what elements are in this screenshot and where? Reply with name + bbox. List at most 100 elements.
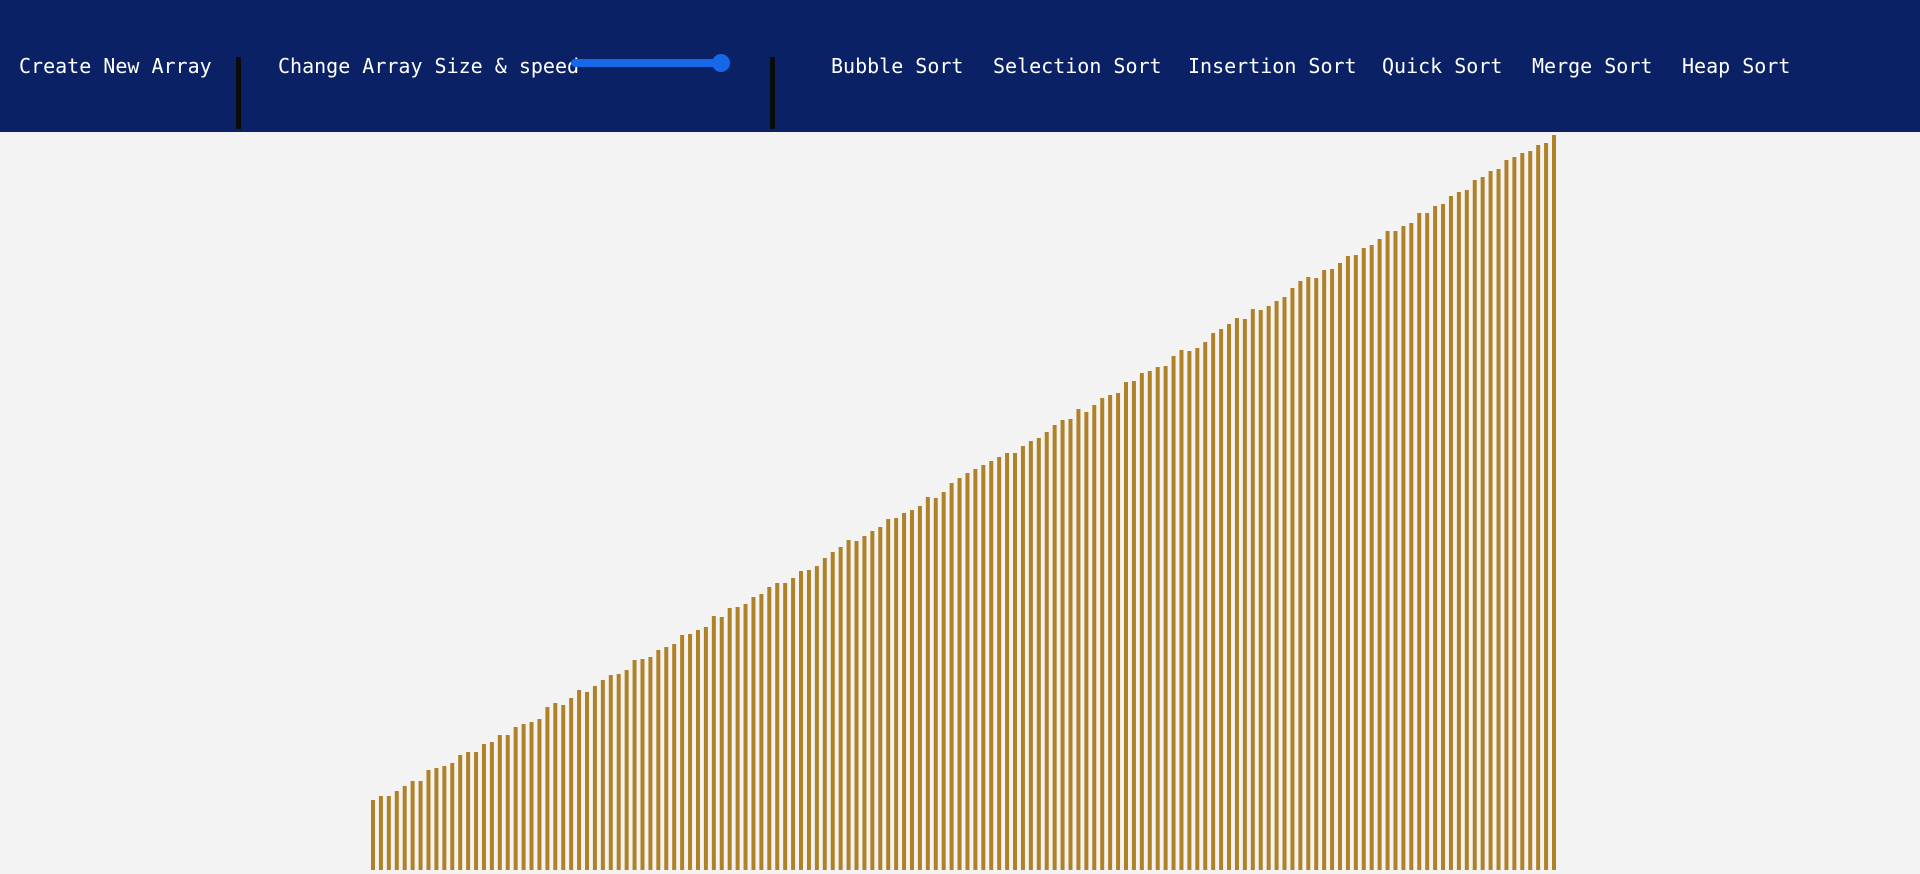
array-bar: [695, 630, 700, 870]
array-bar: [600, 680, 605, 870]
array-bar: [703, 627, 708, 870]
array-bar: [925, 497, 930, 870]
array-bar: [759, 594, 764, 870]
array-bar: [1496, 169, 1501, 870]
array-bar: [1480, 177, 1485, 870]
array-bar: [1433, 206, 1438, 870]
array-bar: [1211, 333, 1216, 870]
array-bar: [489, 742, 494, 870]
array-bar: [965, 473, 970, 870]
array-bar: [426, 770, 431, 870]
navbar-divider-left: [236, 57, 241, 129]
array-bar: [378, 796, 383, 870]
array-bar: [474, 752, 479, 870]
array-bar: [1361, 248, 1366, 870]
array-bar: [402, 786, 407, 870]
array-bar: [418, 781, 423, 870]
array-bar: [814, 566, 819, 870]
array-bar: [1116, 393, 1121, 870]
array-bar: [1108, 395, 1113, 870]
array-bar: [862, 536, 867, 870]
heap-sort-button[interactable]: Heap Sort: [1682, 54, 1791, 78]
create-new-array-button[interactable]: Create New Array: [19, 54, 212, 78]
array-bar: [1052, 425, 1057, 870]
array-bar: [902, 513, 907, 870]
array-bar: [688, 634, 693, 870]
array-bar: [664, 647, 669, 870]
array-bar: [1282, 297, 1287, 870]
array-bar: [1219, 329, 1224, 870]
array-bar: [386, 796, 391, 870]
array-bar: [624, 670, 629, 870]
array-bar: [434, 768, 439, 870]
array-bar: [505, 735, 510, 870]
array-bar: [751, 597, 756, 870]
array-bar: [1337, 263, 1342, 870]
array-bar: [1456, 192, 1461, 870]
array-bar: [1060, 420, 1065, 870]
array-bar: [1425, 213, 1430, 870]
array-bar: [1044, 432, 1049, 870]
array-bar: [775, 583, 780, 870]
array-bar: [680, 635, 685, 870]
array-bar: [894, 518, 899, 870]
array-bar: [497, 735, 502, 870]
array-bar: [806, 570, 811, 870]
array-bar: [1179, 350, 1184, 870]
array-size-speed-label: Change Array Size & speed: [278, 54, 580, 78]
array-bar: [711, 616, 716, 870]
array-bar: [513, 727, 518, 870]
array-bar: [1441, 204, 1446, 870]
array-bar: [870, 531, 875, 870]
merge-sort-button[interactable]: Merge Sort: [1532, 54, 1653, 78]
array-bar: [1306, 277, 1311, 870]
array-bar: [656, 650, 661, 870]
array-bar: [1068, 419, 1073, 870]
slider-track[interactable]: [571, 59, 723, 67]
array-bar: [743, 604, 748, 870]
array-bar: [949, 483, 954, 870]
array-bar: [1139, 373, 1144, 870]
array-bar: [989, 461, 994, 870]
array-bar: [1409, 223, 1414, 870]
array-bar: [909, 510, 914, 870]
quick-sort-button[interactable]: Quick Sort: [1382, 54, 1503, 78]
array-bar: [830, 552, 835, 870]
array-bar: [973, 469, 978, 870]
array-bar: [1242, 319, 1247, 870]
array-bar: [1274, 301, 1279, 870]
array-bar: [1401, 226, 1406, 870]
slider-thumb[interactable]: [712, 54, 731, 72]
bubble-sort-button[interactable]: Bubble Sort: [831, 54, 964, 78]
array-bar: [1171, 356, 1176, 870]
array-bar: [616, 674, 621, 870]
array-bar: [1314, 278, 1319, 870]
array-bar: [957, 478, 962, 870]
array-bar: [799, 571, 804, 870]
array-bar: [941, 492, 946, 870]
array-bar: [791, 578, 796, 870]
array-bar: [410, 781, 415, 870]
array-bar: [458, 755, 463, 870]
array-bar: [933, 498, 938, 870]
selection-sort-button[interactable]: Selection Sort: [993, 54, 1162, 78]
array-bar: [838, 547, 843, 870]
array-bar: [1393, 231, 1398, 870]
array-bar: [561, 705, 566, 870]
array-bar: [1266, 306, 1271, 870]
array-bar: [450, 763, 455, 870]
array-bar: [1100, 398, 1105, 870]
array-bar: [1227, 324, 1232, 870]
array-bar: [1013, 453, 1018, 870]
array-bar: [1528, 151, 1533, 870]
array-bar: [1092, 405, 1097, 870]
array-bar: [886, 519, 891, 870]
array-bar: [822, 558, 827, 870]
navbar: Create New Array Change Array Size & spe…: [0, 0, 1920, 132]
array-bar: [1163, 366, 1168, 870]
array-bar: [640, 659, 645, 870]
array-bar: [1353, 255, 1358, 870]
array-size-speed-slider[interactable]: [571, 54, 731, 72]
insertion-sort-button[interactable]: Insertion Sort: [1188, 54, 1357, 78]
array-bar: [1345, 256, 1350, 870]
